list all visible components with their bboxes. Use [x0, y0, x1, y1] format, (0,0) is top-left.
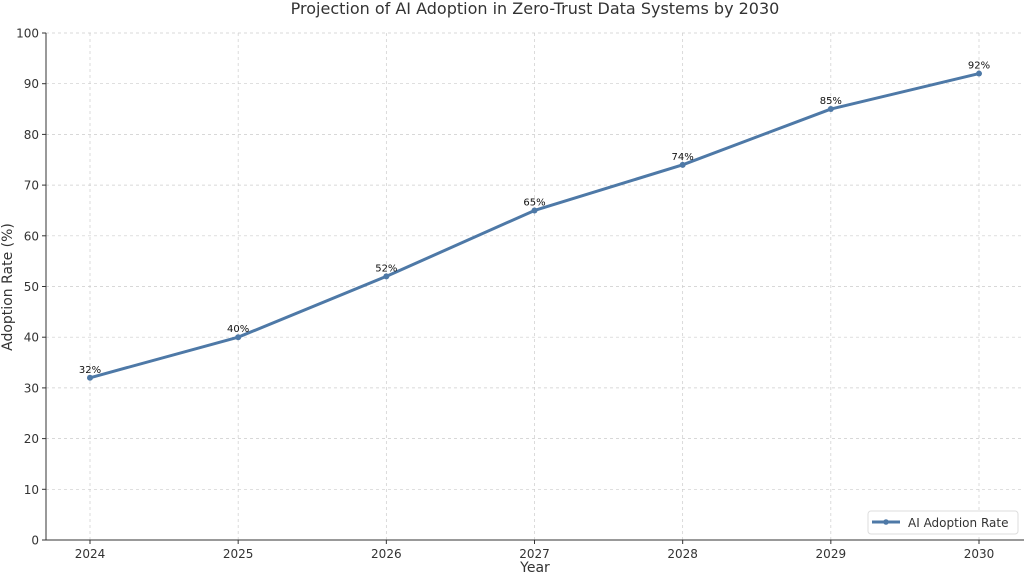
data-label: 65%	[523, 197, 545, 208]
x-tick-label: 2024	[75, 547, 106, 561]
data-label: 74%	[672, 152, 694, 163]
y-tick-label: 80	[24, 128, 39, 142]
data-label: 92%	[968, 61, 990, 72]
y-tick-label: 20	[24, 432, 39, 446]
x-tick-label: 2026	[371, 547, 402, 561]
data-point	[976, 70, 982, 77]
x-tick-label: 2029	[816, 547, 847, 561]
legend-label: AI Adoption Rate	[908, 516, 1008, 530]
data-point	[383, 273, 390, 280]
y-axis-label: Adoption Rate (%)	[0, 223, 16, 351]
x-axis-label: Year	[519, 560, 550, 575]
series: 32% 40% 52% 65% 74% 85% 92%	[79, 61, 990, 381]
x-tick-label: 2030	[964, 547, 995, 561]
data-point	[235, 334, 242, 341]
y-tick-label: 100	[16, 27, 39, 41]
data-label: 32%	[79, 365, 101, 376]
y-tick-label: 10	[24, 483, 39, 497]
x-tick-label: 2025	[223, 547, 254, 561]
x-tick-label: 2028	[667, 547, 698, 561]
y-tick-label: 40	[24, 331, 39, 345]
x-tick-label: 2027	[519, 547, 550, 561]
y-tick-label: 90	[24, 77, 39, 91]
data-point	[827, 106, 834, 113]
legend: AI Adoption Rate	[867, 510, 1019, 535]
data-point	[531, 207, 538, 214]
data-point	[679, 161, 686, 168]
y-tick-label: 50	[24, 280, 39, 294]
data-label: 40%	[227, 324, 249, 335]
grid	[46, 32, 1024, 541]
y-tick-label: 60	[24, 229, 39, 243]
legend-box	[867, 510, 1019, 535]
data-label: 52%	[375, 263, 397, 274]
data-point	[87, 374, 93, 381]
y-tick-label: 0	[31, 534, 39, 548]
legend-marker	[883, 519, 889, 525]
chart-title: Projection of AI Adoption in Zero-Trust …	[291, 0, 780, 18]
y-tick-label: 70	[24, 179, 39, 193]
y-tick-label: 30	[24, 381, 39, 395]
data-label: 85%	[820, 96, 842, 107]
